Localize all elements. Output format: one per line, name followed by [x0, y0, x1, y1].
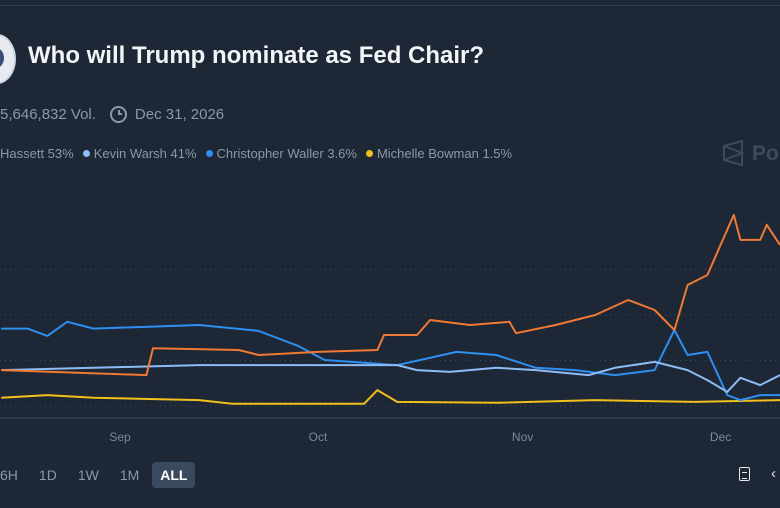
legend-item-waller: Christopher Waller 3.6% [205, 146, 357, 161]
legend-label: Hassett 53% [0, 146, 74, 161]
range-6h-button[interactable]: 6H [0, 467, 18, 483]
series-line-kevin-warsh[interactable] [1, 360, 780, 393]
series-line-christopher-waller[interactable] [1, 320, 780, 402]
legend-label: Christopher Waller 3.6% [216, 146, 357, 161]
x-tick-label: Sep [109, 430, 131, 444]
legend-dot [365, 150, 373, 157]
market-meta: 5,646,832 Vol. Dec 31, 2026 [0, 106, 224, 123]
x-tick-label: Oct [308, 430, 328, 444]
polymarket-logo-icon [723, 139, 745, 167]
range-1m-button[interactable]: 1M [119, 467, 140, 483]
series-line-hassett[interactable] [1, 213, 780, 377]
clock-icon [109, 106, 127, 123]
legend-dot [82, 150, 90, 157]
volume-text: 5,646,832 Vol. [0, 106, 96, 123]
legend-item-warsh: Kevin Warsh 41% [82, 146, 197, 161]
watermark-text: Polymarket [752, 142, 780, 165]
x-tick-label: Dec [709, 430, 732, 444]
legend-dot [205, 150, 213, 157]
x-tick-label: Nov [511, 430, 534, 444]
page-title: Who will Trump nominate as Fed Chair? [28, 42, 485, 69]
range-1d-button[interactable]: 1D [38, 467, 57, 483]
document-icon[interactable] [739, 467, 750, 481]
end-date-text: Dec 31, 2026 [134, 106, 225, 123]
range-1w-button[interactable]: 1W [77, 467, 99, 483]
polymarket-watermark: Polymarket [723, 139, 780, 167]
embed-code-icon[interactable]: ‹ [771, 465, 776, 482]
legend-label: Kevin Warsh 41% [93, 146, 197, 161]
time-range-selector: 6H 1D 1W 1M ALL [0, 462, 200, 488]
legend-item-hassett: Hassett 53% [0, 146, 74, 161]
legend-item-bowman: Michelle Bowman 1.5% [365, 146, 513, 161]
legend-label: Michelle Bowman 1.5% [376, 146, 513, 161]
series-line-michelle-bowman[interactable] [1, 389, 780, 405]
range-all-button[interactable]: ALL [152, 462, 196, 488]
top-divider [0, 5, 780, 6]
chart-legend: Hassett 53% Kevin Warsh 41% Christopher … [0, 146, 521, 161]
